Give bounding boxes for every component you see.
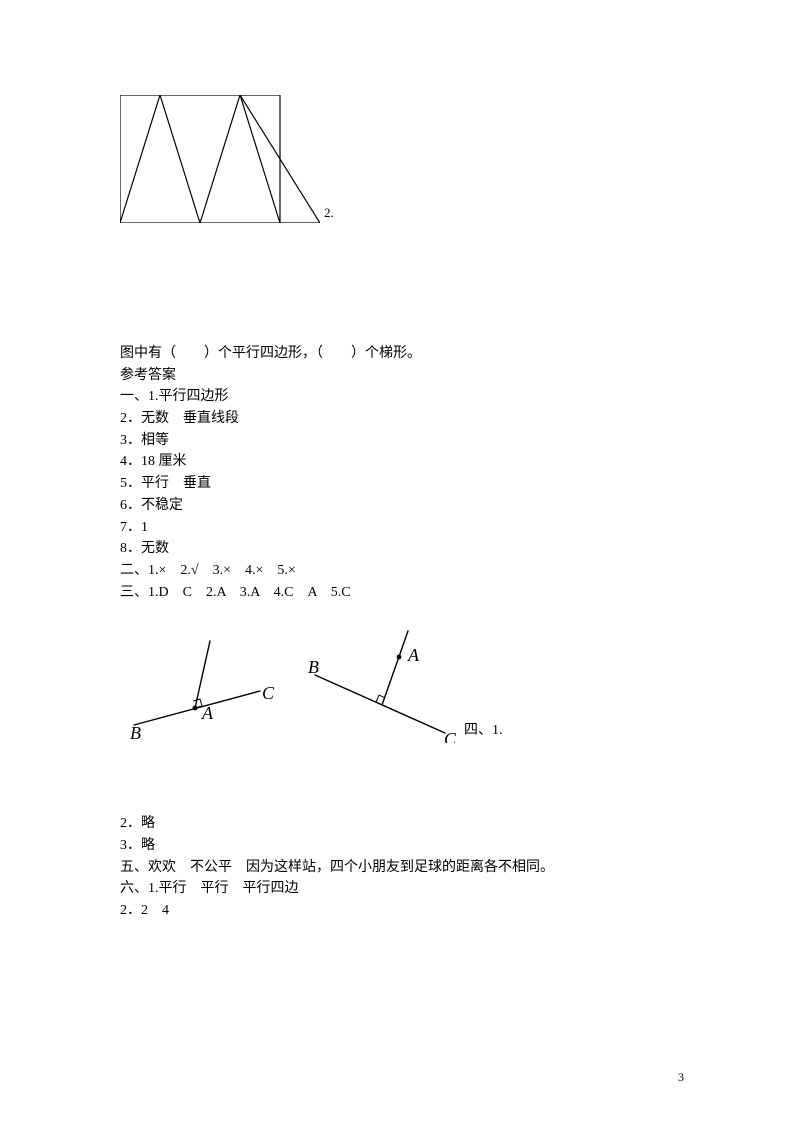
ans-2: 二、1.× 2.√ 3.× 4.× 5.× xyxy=(120,560,684,582)
answers-heading: 参考答案 xyxy=(120,365,684,387)
tail-3: 五、欢欢 不公平 因为这样站，四个小朋友到足球的距离各不相同。 xyxy=(120,857,684,879)
question-text: 图中有（ ）个平行四边形，（ ）个梯形。 xyxy=(120,343,684,365)
figure-2-perpendicular: B A C B A C xyxy=(120,613,460,743)
tail-2: 3．略 xyxy=(120,835,684,857)
svg-text:C: C xyxy=(444,729,457,743)
svg-text:A: A xyxy=(407,645,420,665)
tail-1: 2．略 xyxy=(120,813,684,835)
figure-1-triangles xyxy=(120,95,320,223)
svg-text:C: C xyxy=(262,683,275,703)
ans-1-7: 7．1 xyxy=(120,517,684,539)
ans-1-8: 8．无数 xyxy=(120,538,684,560)
ans-3: 三、1.D C 2.A 3.A 4.C A 5.C xyxy=(120,582,684,604)
ans-1-3: 3．相等 xyxy=(120,430,684,452)
ans-1-4: 4．18 厘米 xyxy=(120,451,684,473)
svg-text:A: A xyxy=(201,703,214,723)
svg-text:B: B xyxy=(130,723,141,743)
figure-2-label: 四、1. xyxy=(464,719,503,739)
tail-4: 六、1.平行 平行 平行四边 xyxy=(120,878,684,900)
svg-text:B: B xyxy=(308,657,319,677)
ans-1-1: 一、1.平行四边形 xyxy=(120,386,684,408)
tail-5: 2．2 4 xyxy=(120,900,684,922)
ans-1-5: 5．平行 垂直 xyxy=(120,473,684,495)
ans-1-2: 2．无数 垂直线段 xyxy=(120,408,684,430)
page-number: 3 xyxy=(678,1070,684,1085)
ans-1-6: 6．不稳定 xyxy=(120,495,684,517)
figure-1-label: 2. xyxy=(324,205,334,221)
